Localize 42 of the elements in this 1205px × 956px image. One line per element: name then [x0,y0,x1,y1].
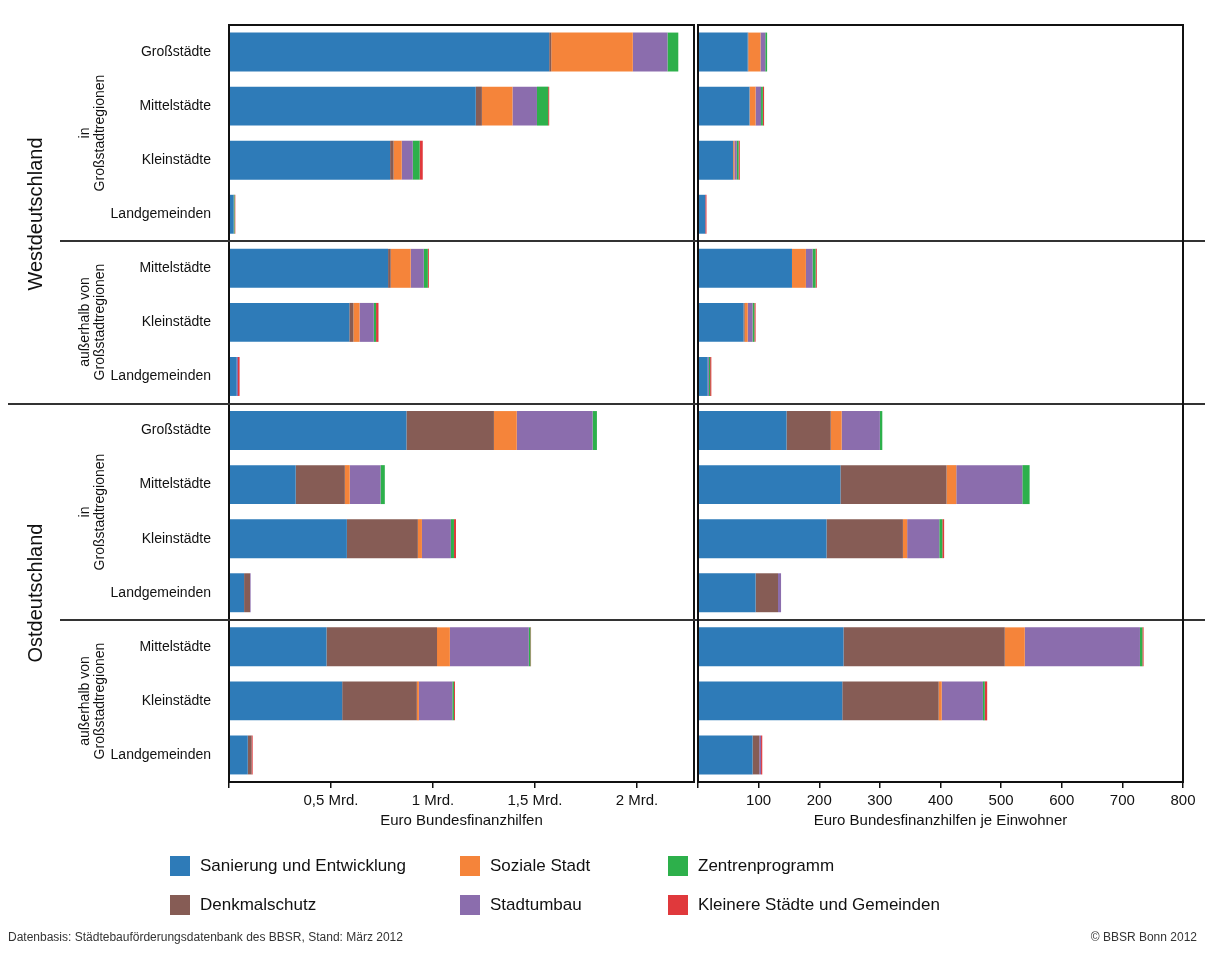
y-tick-label: Mittelstädte [139,259,212,276]
x-tick-label: 800 [1170,791,1196,809]
x-tick-label: 1,5 Mrd. [507,791,563,809]
y-tick-label: Großstädte [140,42,212,59]
text: Westdeutschland [23,136,46,293]
text: außerhalb von Großstadtregionen [76,641,107,762]
x-tick-label: 600 [1049,791,1075,809]
y-tick-label: Mittelstädte [139,475,212,492]
y-tick-label: Mittelstädte [139,96,212,113]
x-tick-label: 700 [1109,791,1135,809]
x-tick-label: 200 [806,791,832,809]
text: Datenbasis: Städtebauförderungsdatenbank des BBSR, Stand: März 2012 [8,930,403,944]
x-tick-label: 100 [746,791,772,809]
x-tick-label: 0,5 Mrd. [303,791,359,809]
y-tick-label: Kleinstädte [141,151,212,168]
x-axis-title: Euro Bundesfinanzhilfen je Einwohner [813,811,1068,829]
y-tick-label: Landgemeinden [110,367,211,384]
y-tick-label: Kleinstädte [141,529,212,546]
legend-label: Denkmalschutz [200,894,317,915]
x-tick-label: 400 [927,791,954,809]
legend-label: Stadtumbau [490,894,582,915]
y-tick-label: Großstädte [140,421,212,438]
x-axis-title: Euro Bundesfinanzhilfen [380,811,543,829]
text: in Großstadtregionen [76,73,107,194]
legend-label: Soziale Stadt [490,855,591,876]
legend-label: Sanierung und Entwicklung [200,855,407,876]
legend-label: Zentrenprogramm [698,855,835,876]
x-tick-label: 2 Mrd. [615,791,659,809]
y-tick-label: Kleinstädte [141,691,212,708]
legend-label: Kleinere Städte und Gemeinden [698,894,940,915]
text: in Großstadtregionen [76,452,107,572]
y-tick-label: Kleinstädte [141,313,212,330]
y-tick-label: Landgemeinden [110,205,211,222]
y-tick-label: Landgemeinden [110,583,211,600]
x-tick-label: 500 [988,791,1014,809]
text: außerhalb von Großstadtregionen [76,263,107,383]
x-tick-label: 300 [867,791,893,809]
x-tick-label: 1 Mrd. [411,791,455,809]
y-tick-label: Mittelstädte [139,637,212,654]
y-tick-label: Landgemeinden [110,745,211,762]
text: Ostdeutschland [23,522,46,665]
text: © BBSR Bonn 2012 [1090,930,1197,944]
